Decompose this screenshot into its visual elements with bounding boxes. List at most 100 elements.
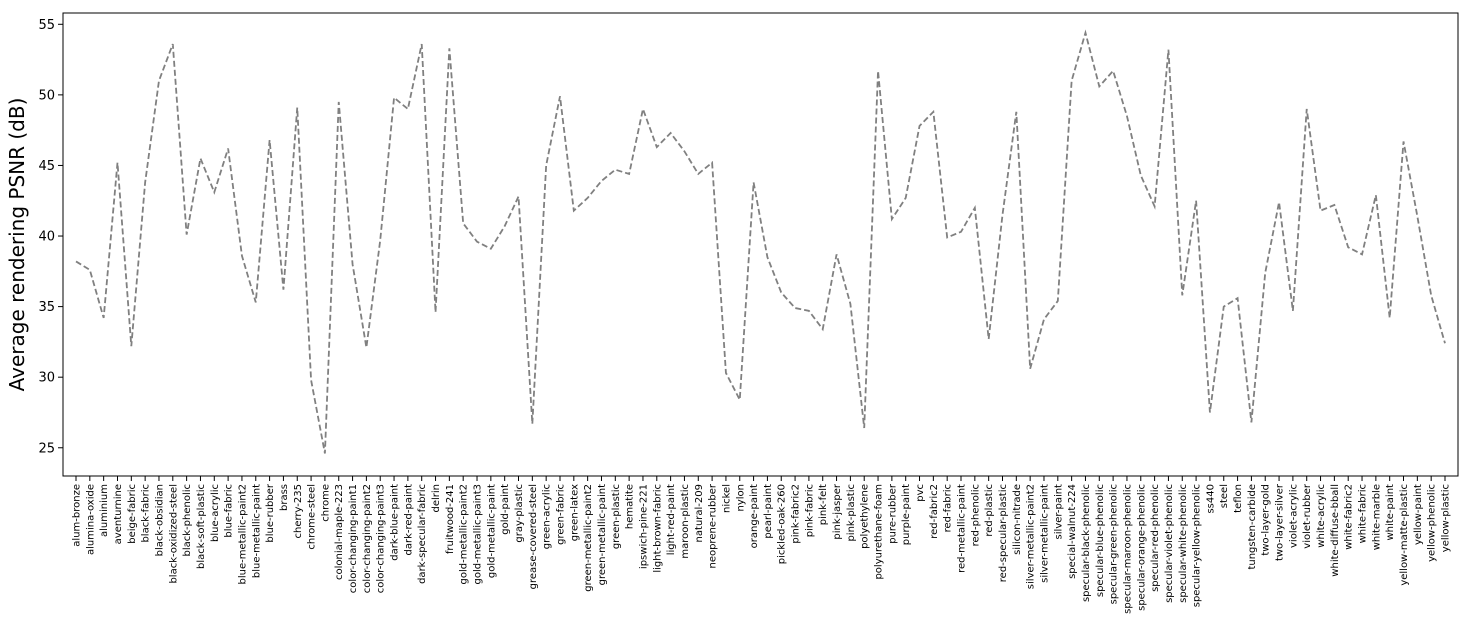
x-tick-label: dark-specular-fabric [417,484,428,584]
x-tick-label: pearl-paint [763,484,774,539]
x-tick-label: pink-felt [818,484,829,525]
x-tick-label: yellow-matte-plastic [1399,484,1410,586]
x-tick-label: specular-green-phenolic [1109,484,1120,604]
x-tick-label: black-phenolic [182,484,193,557]
x-tick-label: neoprene-rubber [708,483,719,568]
x-tick-label: gold-metallic-paint [486,484,497,578]
x-tick-label: blue-fabric [224,484,235,538]
x-tick-label: orange-paint [749,484,760,548]
y-tick-label: 55 [38,18,55,33]
x-tick-label: gold-metallic-paint3 [473,484,484,584]
x-tick-label: green-acrylic [542,484,553,549]
x-tick-label: blue-metallic-paint2 [237,484,248,584]
x-tick-label: white-fabric [1358,484,1369,543]
x-tick-label: blue-rubber [265,483,276,543]
x-tick-label: brass [279,484,290,511]
x-tick-label: yellow-paint [1413,484,1424,545]
x-tick-label: white-acrylic [1316,484,1327,548]
x-tick-label: two-layer-gold [1261,484,1272,556]
x-tick-label: colonial-maple-223 [334,484,345,580]
x-tick-label: specular-blue-phenolic [1095,484,1106,597]
y-tick-label: 50 [38,88,55,103]
x-tick-label: special-walnut-224 [1067,484,1078,579]
x-tick-label: light-brown-fabric [652,484,663,573]
x-tick-label: purple-paint [901,484,912,545]
x-tick-label: fruitwood-241 [445,484,456,554]
x-tick-label: light-red-paint [666,484,677,555]
x-tick-label: alum-bronze [72,484,83,547]
x-tick-label: red-specular-plastic [998,484,1009,582]
x-tick-label: green-fabric [555,484,566,545]
y-tick-label: 25 [38,441,55,456]
x-tick-label: ss440 [1205,484,1216,514]
x-tick-label: specular-yellow-phenolic [1192,484,1203,607]
x-tick-label: yellow-plastic [1441,484,1452,552]
x-tick-label: black-oxidized-steel [168,484,179,584]
y-tick-label: 45 [38,159,55,174]
x-tick-label: aventurnine [113,484,124,544]
y-axis: 25 30 35 40 45 50 55 [38,18,63,456]
x-tick-label: violet-acrylic [1288,484,1299,548]
series-line [75,29,1446,454]
x-tick-label: natural-209 [694,484,705,542]
x-tick-label: specular-maroon-phenolic [1122,484,1133,614]
x-tick-label: silver-metallic-paint [1039,484,1050,583]
x-tick-label: green-latex [569,484,580,541]
x-tick-label: red-fabric2 [929,484,940,539]
x-tick-label: white-diffuse-bball [1330,484,1341,577]
x-tick-label: cherry-235 [293,484,304,538]
y-tick-label: 35 [38,300,55,315]
x-tick-label: two-layer-silver [1275,483,1286,561]
x-tick-label: specular-red-phenolic [1150,484,1161,592]
x-tick-label: white-fabric2 [1344,484,1355,550]
x-tick-label: red-fabric [943,484,954,532]
x-tick-label: chrome-steel [307,484,318,550]
x-tick-label: polyurethane-foam [874,484,885,580]
x-tick-label: green-plastic [611,484,622,549]
x-tick-label: grease-covered-steel [528,484,539,589]
x-tick-label: pink-fabric [804,484,815,537]
x-tick-label: tungsten-carbide [1247,484,1258,570]
plot-frame [62,12,1459,477]
x-tick-label: pickled-oak-260 [777,484,788,564]
x-tick-label: violet-rubber [1302,483,1313,549]
x-tick-label: specular-orange-phenolic [1136,484,1147,611]
x-tick-label: yellow-phenolic [1427,484,1438,562]
x-tick-label: color-changing-paint3 [376,484,387,593]
x-tick-label: color-changing-paint1 [348,484,359,593]
x-tick-label: black-fabric [141,484,152,543]
x-tick-label: green-metallic-paint2 [583,484,594,592]
x-tick-label: white-marble [1371,484,1382,550]
y-tick-label: 40 [38,230,55,245]
x-tick-label: polyethylene [860,484,871,549]
x-tick-label: beige-fabric [127,484,138,544]
y-tick-label: 30 [38,371,55,386]
x-tick-label: alumina-oxide [85,484,96,555]
x-tick-label: maroon-plastic [680,484,691,559]
x-tick-label: blue-metallic-paint [251,484,262,578]
x-tick-label: pink-fabric2 [791,484,802,544]
x-tick-label: red-plastic [984,484,995,537]
x-tick-label: nylon [735,484,746,512]
x-tick-label: ipswich-pine-221 [638,484,649,569]
plot-area [75,29,1446,454]
x-tick-label: black-obsidian [154,484,165,556]
x-tick-label: specular-black-phenolic [1081,484,1092,602]
x-tick-label: pvc [915,484,926,502]
x-tick-label: dark-red-paint [403,484,414,556]
x-tick-label: pure-rubber [887,483,898,544]
x-tick-label: dark-blue-paint [390,484,401,561]
x-tick-label: silicon-nitrade [1012,484,1023,555]
x-tick-label: gold-paint [500,484,511,535]
x-tick-label: chrome [320,484,331,522]
x-tick-label: gray-plastic [514,484,525,543]
x-tick-label: white-paint [1385,484,1396,541]
x-tick-label: hematite [625,484,636,529]
x-tick-label: color-changing-paint2 [362,484,373,593]
x-axis: alum-bronze alumina-oxide aluminium aventur… [72,476,1452,614]
y-axis-title: Average rendering PSNR (dB) [5,98,29,392]
x-tick-label: delrin [431,484,442,513]
x-tick-label: teflon [1233,484,1244,513]
x-tick-label: black-soft-plastic [196,484,207,569]
